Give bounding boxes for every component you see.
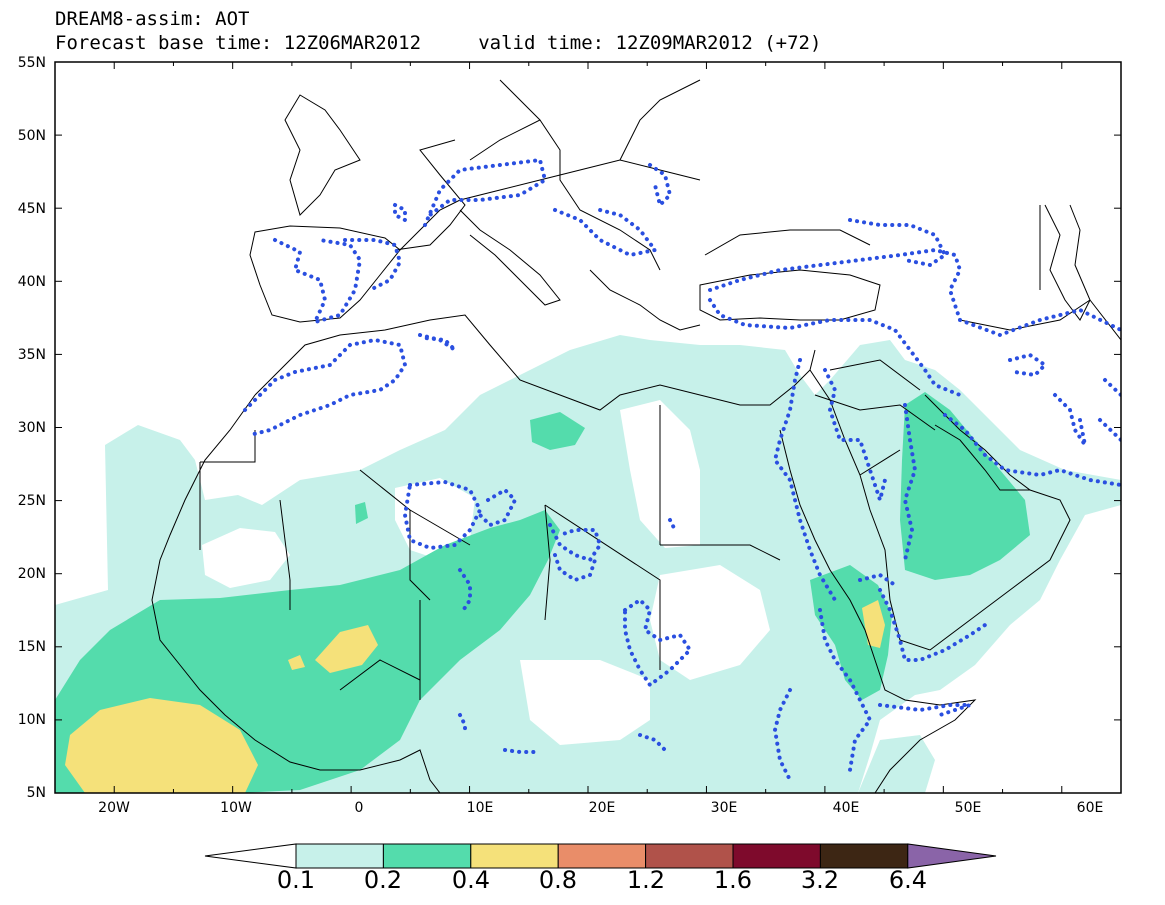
- lat-label-25n: 25N: [17, 493, 46, 509]
- lon-label-30e: 30E: [710, 800, 738, 816]
- colorbar-under-arrow: [204, 843, 297, 869]
- lat-label-55n: 55N: [17, 55, 46, 71]
- lon-label-50e: 50E: [954, 800, 982, 816]
- contour-nile-lower: [772, 688, 792, 782]
- aot-clear-areas: [202, 400, 770, 745]
- colorbar-label-0-1: 0.1: [276, 866, 316, 894]
- contour-turkey-south: [708, 298, 962, 397]
- contour-sahel-niger: [458, 568, 472, 614]
- contour-cameroon: [503, 748, 542, 754]
- contour-small-2: [668, 518, 677, 532]
- lon-label-20e: 20E: [588, 800, 616, 816]
- aot-medium-libya: [530, 412, 585, 450]
- contour-horn: [878, 588, 987, 662]
- lon-label-20w: 20W: [98, 800, 130, 816]
- colorbar-swatch-7: [819, 843, 909, 869]
- contour-iran: [1008, 352, 1049, 378]
- lon-label-60e: 60E: [1076, 800, 1104, 816]
- contour-morocco: [243, 337, 408, 437]
- coast-red-sea: [779, 429, 977, 793]
- aot-medium-arabia: [900, 392, 1030, 580]
- colorbar-label-3-2: 3.2: [800, 866, 840, 894]
- colorbar-swatch-6: [732, 843, 821, 869]
- contour-horn-south: [878, 703, 971, 717]
- lat-label-35n: 35N: [17, 347, 46, 363]
- contour-balkans: [553, 208, 659, 258]
- lat-label-15n: 15N: [17, 639, 46, 655]
- contour-small-france: [393, 201, 407, 224]
- lat-label-10n: 10N: [17, 712, 46, 728]
- colorbar-swatch-4: [557, 843, 647, 869]
- lon-label-0: 0: [354, 800, 364, 816]
- contour-turkey: [708, 247, 1121, 338]
- colorbar-label-1-6: 1.6: [713, 866, 753, 894]
- forecast-time-subtitle: Forecast base time: 12Z06MAR2012 valid t…: [55, 32, 822, 54]
- contour-chad: [548, 523, 603, 563]
- colorbar-swatch-2: [382, 843, 472, 869]
- contour-gulf: [943, 413, 1121, 487]
- axis-ticks: [55, 61, 1121, 794]
- lat-label-40n: 40N: [17, 274, 46, 290]
- colorbar-label-0-2: 0.2: [363, 866, 403, 894]
- contour-iran-3: [1098, 378, 1121, 442]
- contour-caucasus: [848, 218, 948, 268]
- coast-greece: [589, 269, 701, 331]
- coast-west-africa: [151, 394, 441, 793]
- contour-niger-loop: [402, 479, 483, 551]
- colorbar-label-0-4: 0.4: [451, 866, 491, 894]
- map-title: DREAM8-assim: AOT: [55, 8, 250, 30]
- coast-arabia: [809, 369, 1071, 651]
- colorbar-swatch-1: [295, 843, 384, 869]
- borders-africa: [199, 405, 781, 700]
- lat-label-30n: 30N: [17, 420, 46, 436]
- contour-chad-south: [553, 553, 597, 583]
- aot-high-guinea: [65, 698, 258, 793]
- coast-italy: [459, 209, 561, 306]
- coast-persian-gulf: [934, 424, 1030, 491]
- contour-sudan-south: [638, 733, 667, 752]
- contour-iran-2: [1053, 393, 1087, 447]
- aot-dotted-contours: [243, 157, 1121, 782]
- colorbar-swatch-5: [645, 843, 734, 869]
- contour-iberia-east: [343, 238, 403, 292]
- contour-alps: [423, 157, 548, 227]
- colorbar: [204, 843, 997, 869]
- contour-arabia-east: [902, 403, 918, 562]
- contour-levant: [823, 368, 887, 508]
- lat-label-45n: 45N: [17, 201, 46, 217]
- borders-middle-east: [814, 205, 1121, 476]
- contour-algeria-north: [418, 333, 457, 352]
- aot-high-spot: [288, 655, 305, 670]
- lon-label-10w: 10W: [220, 800, 252, 816]
- aot-high-niger: [315, 625, 378, 673]
- colorbar-over-arrow: [907, 843, 997, 869]
- coastlines-borders: [151, 79, 1121, 793]
- lat-label-50n: 50N: [17, 128, 46, 144]
- colorbar-label-1-2: 1.2: [626, 866, 666, 894]
- map-plot-area: [55, 62, 1121, 793]
- aot-high-shading: [65, 600, 885, 793]
- contour-small-east: [858, 572, 897, 587]
- coast-france-uk: [284, 94, 466, 251]
- aot-medium-algeria-spot: [355, 502, 368, 524]
- colorbar-label-0-8: 0.8: [538, 866, 578, 894]
- coast-north-africa: [254, 314, 816, 411]
- aot-high-red-sea: [862, 600, 885, 648]
- colorbar-swatch-3: [470, 843, 559, 869]
- lon-label-40e: 40E: [832, 800, 860, 816]
- borders-europe: [399, 79, 701, 271]
- aot-medium-red-sea: [810, 565, 892, 700]
- coast-iberia: [249, 225, 401, 323]
- contour-ethiopia: [818, 608, 873, 772]
- contour-red-sea-east: [772, 358, 837, 602]
- lat-label-5n: 5N: [26, 785, 46, 801]
- colorbar-label-6-4: 6.4: [888, 866, 928, 894]
- lat-label-20n: 20N: [17, 566, 46, 582]
- coast-turkey-blacksea: [699, 229, 881, 321]
- lon-label-10e: 10E: [466, 800, 494, 816]
- coast-caspian: [1044, 204, 1091, 321]
